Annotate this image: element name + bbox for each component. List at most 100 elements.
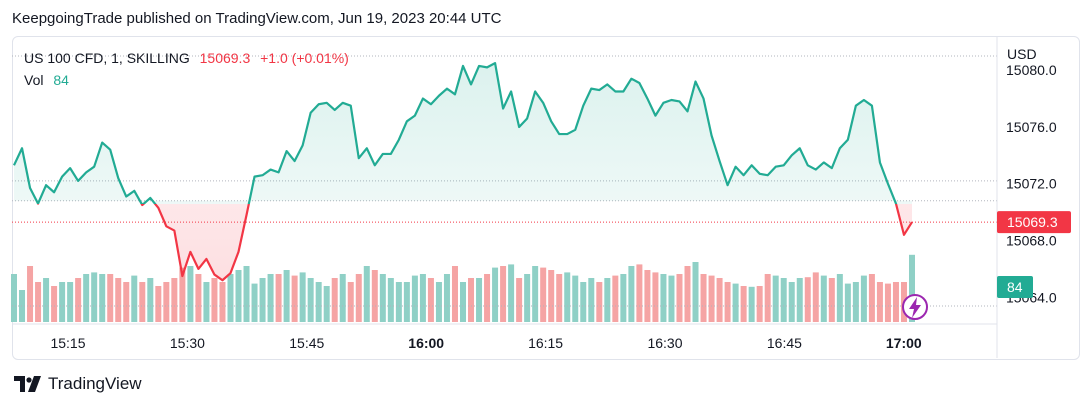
- volume-bar: [468, 278, 475, 322]
- volume-bar: [588, 278, 595, 322]
- volume-bar: [291, 275, 298, 322]
- volume-bar: [131, 275, 138, 322]
- volume-bar: [363, 266, 370, 322]
- x-tick-label: 15:30: [170, 335, 205, 351]
- volume-bar: [556, 274, 563, 322]
- volume-bar: [195, 274, 202, 322]
- volume-bar: [516, 278, 523, 322]
- volume-bar: [395, 282, 402, 322]
- price-line-down: [37, 204, 913, 282]
- time-axis: 15:15 15:30 15:45 16:00 16:15 16:30 16:45 17:00: [50, 335, 921, 351]
- axis-badges: 15069.3 84: [997, 211, 1071, 298]
- volume-bar: [492, 267, 499, 322]
- volume-bar: [676, 274, 683, 322]
- price-change: +1.0 (+0.01%): [260, 50, 349, 66]
- publish-header: KeepgoingTrade published on TradingView.…: [12, 10, 502, 27]
- volume-bar: [812, 272, 819, 322]
- price-line-up: [13, 61, 898, 204]
- volume-bar: [844, 283, 851, 322]
- volume-bar: [251, 283, 258, 322]
- volume-bar: [347, 282, 354, 322]
- x-tick-label: 16:45: [767, 335, 802, 351]
- volume-bar: [27, 266, 34, 322]
- volume-bar: [371, 270, 378, 322]
- volume-bar: [179, 267, 186, 322]
- volume-bar: [500, 266, 507, 322]
- volume-bar: [772, 275, 779, 322]
- volume-bar: [115, 278, 122, 322]
- volume-label[interactable]: Vol: [24, 72, 44, 88]
- volume-bar: [75, 278, 82, 322]
- volume-bar: [460, 282, 466, 322]
- price-area: [14, 63, 912, 281]
- y-tick-label: 15068.0: [1006, 233, 1057, 249]
- volume-bar: [852, 282, 859, 322]
- volume-bar: [860, 275, 867, 322]
- volume-bar: [59, 282, 66, 322]
- volume-bar: [708, 275, 715, 322]
- volume-bar: [780, 278, 787, 322]
- volume-bar: [564, 272, 571, 322]
- volume-bar: [909, 254, 915, 322]
- volume-bar: [355, 274, 362, 322]
- lightning-icon[interactable]: [902, 294, 928, 320]
- last-price-value: 15069.3: [199, 50, 251, 66]
- volume-bar: [876, 282, 883, 322]
- volume-bar: [884, 283, 891, 322]
- volume-bar: [403, 282, 410, 322]
- volume-bar: [387, 278, 394, 322]
- volume-bar: [315, 282, 322, 322]
- volume-bar: [508, 264, 515, 322]
- volume-bar: [35, 282, 42, 322]
- volume-bar: [524, 274, 531, 322]
- volume-bar: [211, 278, 218, 322]
- volume-bar: [323, 286, 330, 322]
- volume-bar: [868, 274, 875, 322]
- last-price-badge-label: 15069.3: [1007, 214, 1058, 230]
- volume-bar: [604, 278, 611, 322]
- volume-bar: [716, 278, 723, 322]
- volume-bar: [411, 275, 418, 322]
- volume-bar: [540, 267, 547, 322]
- volume-bar: [259, 278, 266, 322]
- volume-bar: [147, 278, 154, 322]
- volume-bar: [227, 274, 234, 322]
- volume-bar: [243, 266, 250, 322]
- volume-bar: [628, 266, 635, 322]
- symbol-label[interactable]: US 100 CFD, 1, SKILLING: [24, 50, 190, 66]
- volume-bar: [171, 278, 178, 322]
- currency-label[interactable]: USD: [1007, 46, 1037, 62]
- volume-bar: [307, 278, 314, 322]
- footer-brand[interactable]: TradingView: [14, 374, 142, 394]
- volume-bar: [892, 282, 899, 322]
- price-line: [13, 61, 913, 282]
- volume-bar: [724, 282, 731, 322]
- volume-bar: [331, 278, 338, 322]
- volume-bar: [732, 283, 739, 322]
- last-price-badge: [997, 211, 1071, 234]
- x-tick-label: 16:30: [647, 335, 682, 351]
- volume-bar: [67, 282, 74, 322]
- volume-bar: [612, 275, 619, 322]
- volume-bar: [644, 270, 651, 322]
- volume-bar: [532, 266, 539, 322]
- volume-bar: [668, 275, 675, 322]
- volume-bar: [820, 275, 827, 322]
- volume-bar: [83, 274, 90, 322]
- volume-bar: [267, 274, 274, 322]
- volume-bar: [788, 282, 795, 322]
- area-fill-down: [141, 204, 912, 281]
- volume-bar: [740, 286, 747, 322]
- volume-bar: [836, 274, 843, 322]
- volume-bar: [427, 278, 434, 322]
- volume-bar: [419, 274, 426, 322]
- x-tick-label: 16:00: [408, 335, 444, 351]
- volume-bar: [379, 274, 386, 322]
- volume-bar: [828, 278, 835, 322]
- volume-bar: [51, 286, 58, 322]
- volume-bar: [748, 286, 755, 322]
- y-tick-label: 15076.0: [1006, 119, 1057, 135]
- volume-value: 84: [53, 72, 69, 88]
- volume-bar: [155, 286, 162, 322]
